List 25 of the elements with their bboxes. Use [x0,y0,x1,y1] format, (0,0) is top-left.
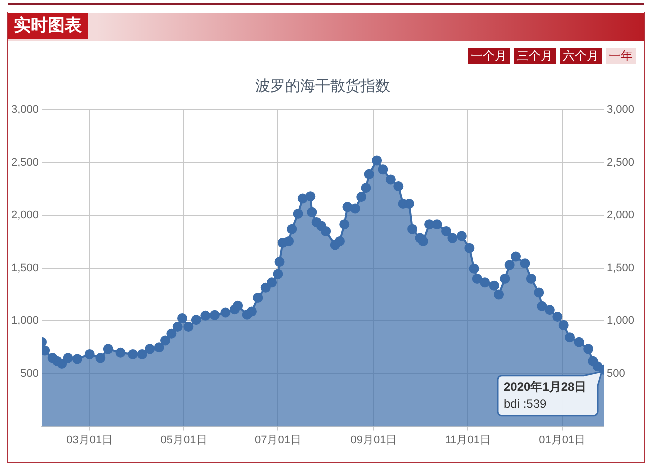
text: 三个月 [514,48,556,64]
x-tick-label: 07月01日 [254,434,302,446]
text: 一个月 [468,48,510,64]
x-tick-label: 09月01日 [350,434,398,446]
y2-tick-label: 500 [607,368,626,380]
y-tick-label: 2,000 [11,210,39,222]
y2-tick-label: 3,000 [607,104,635,116]
y2-tick-label: 1,500 [607,262,635,274]
text: 六个月 [560,48,602,64]
chart-title: 波罗的海干散货指数 [256,78,390,96]
x-tick-label: 03月01日 [66,434,114,446]
y-tick-label: 2,500 [11,156,39,169]
y2-tick-label: 2,000 [607,210,635,222]
x-tick-label: 11月01日 [445,434,491,446]
y-tick-label: 1,000 [11,315,39,328]
y2-tick-label: 2,500 [607,156,635,169]
y-tick-label: 500 [20,368,39,380]
text: 实时图表 [8,13,88,39]
x-tick-label: 01月01日 [539,434,586,446]
text: 一年 [606,48,636,64]
annotation: 2020年1月28日 bdi :539 [504,380,587,412]
x-tick-label: 05月01日 [160,434,208,446]
y-tick-label: 3,000 [11,104,39,116]
y2-tick-label: 1,000 [607,315,635,328]
y-tick-label: 1,500 [11,262,39,274]
